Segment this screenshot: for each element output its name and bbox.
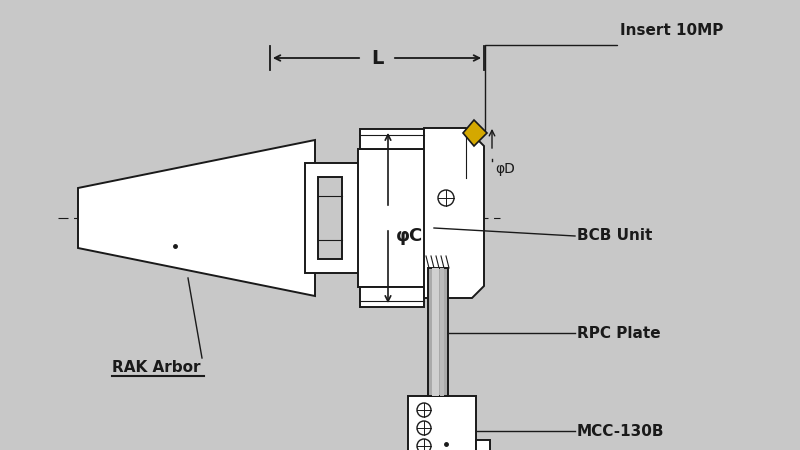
Polygon shape: [78, 140, 315, 296]
Polygon shape: [318, 177, 342, 259]
Polygon shape: [476, 440, 490, 450]
Text: Insert 10MP: Insert 10MP: [620, 23, 723, 38]
Polygon shape: [360, 129, 424, 149]
Polygon shape: [360, 287, 424, 307]
Polygon shape: [463, 120, 487, 146]
Text: RAK Arbor: RAK Arbor: [112, 360, 201, 375]
Text: BCB Unit: BCB Unit: [577, 229, 652, 243]
Text: RPC Plate: RPC Plate: [577, 325, 661, 341]
Polygon shape: [440, 268, 444, 396]
Circle shape: [417, 421, 431, 435]
Text: MCC-130B: MCC-130B: [577, 423, 665, 438]
Polygon shape: [305, 163, 360, 273]
Text: φD: φD: [495, 162, 515, 176]
Text: φC: φC: [396, 227, 423, 245]
Circle shape: [417, 403, 431, 417]
Polygon shape: [424, 128, 484, 298]
Polygon shape: [358, 149, 426, 287]
Polygon shape: [428, 268, 448, 396]
Text: L: L: [371, 49, 383, 68]
Polygon shape: [408, 396, 476, 450]
Circle shape: [417, 439, 431, 450]
Polygon shape: [432, 268, 439, 396]
Circle shape: [438, 190, 454, 206]
